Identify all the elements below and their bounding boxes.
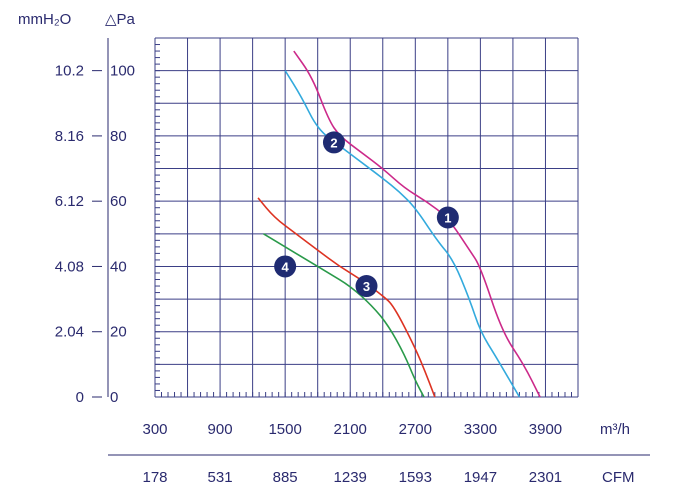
x-tick-label-cfm: 531	[208, 469, 233, 486]
x-tick-label-m3h: 900	[208, 421, 233, 438]
y-tick-label-mmh2o: 4.08	[55, 258, 84, 275]
y-unit-pa: △Pa	[105, 11, 136, 28]
y-tick-labels: 0 0 20 2.04 40 4.08 60 6.12 80 8.16 100 10.2	[55, 63, 135, 406]
y-tick-label-pa: 60	[110, 193, 127, 210]
x-tick-label-m3h: 3300	[464, 421, 497, 438]
y-unit-mmh2o: mmH₂O	[18, 11, 71, 28]
curve-3	[258, 198, 435, 397]
x-tick-labels: 300 900 1500 2100 2700 3300 3900 178 531 885 1239 1…	[142, 421, 562, 486]
y-tick-label-pa: 80	[110, 128, 127, 145]
x-tick-label-cfm: 178	[142, 469, 167, 486]
y-tick-label-pa: 100	[110, 63, 135, 80]
y-tick-label-pa: 0	[110, 389, 118, 406]
curve-badge-label-4: 4	[282, 259, 290, 274]
x-tick-label-m3h: 3900	[529, 421, 562, 438]
curve-badge-label-2: 2	[330, 135, 337, 150]
x-tick-label-m3h: 1500	[268, 421, 301, 438]
curve-badge-label-3: 3	[363, 279, 370, 294]
y-tick-label-pa: 20	[110, 324, 127, 341]
x-tick-label-m3h: 2100	[334, 421, 367, 438]
x-unit-cfm: CFM	[602, 469, 635, 486]
x-tick-label-cfm: 1947	[464, 469, 497, 486]
y-tick-label-mmh2o: 0	[76, 389, 84, 406]
grid	[155, 38, 578, 397]
x-tick-label-cfm: 1593	[399, 469, 432, 486]
x-tick-label-m3h: 2700	[399, 421, 432, 438]
x-unit-m3h: m³/h	[600, 421, 630, 438]
x-tick-label-cfm: 885	[273, 469, 298, 486]
y-tick-label-mmh2o: 6.12	[55, 193, 84, 210]
y-tick-label-pa: 40	[110, 258, 127, 275]
y-tick-label-mmh2o: 8.16	[55, 128, 84, 145]
x-tick-label-m3h: 300	[142, 421, 167, 438]
x-tick-label-cfm: 1239	[334, 469, 367, 486]
curve-badge-label-1: 1	[444, 211, 451, 226]
x-tick-label-cfm: 2301	[529, 469, 562, 486]
y-tick-label-mmh2o: 2.04	[55, 324, 84, 341]
y-tick-label-mmh2o: 10.2	[55, 63, 84, 80]
axes	[108, 38, 578, 397]
